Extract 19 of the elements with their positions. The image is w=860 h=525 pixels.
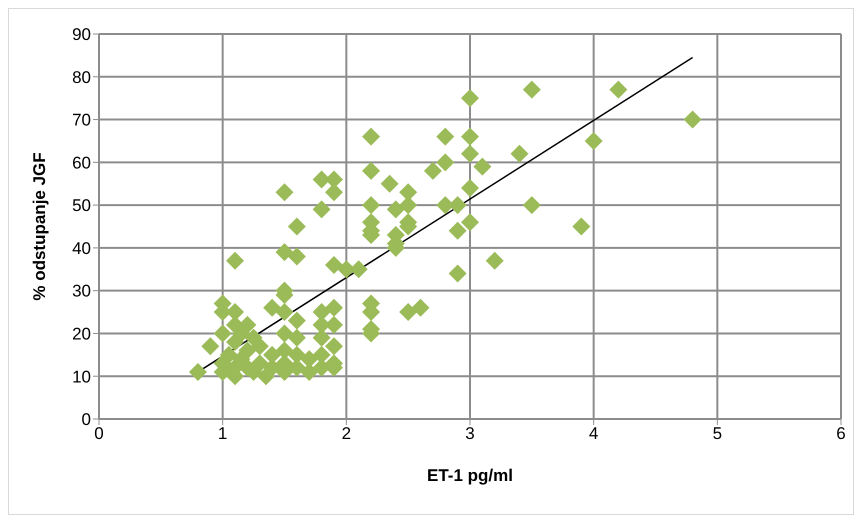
y-tick-label: 10 — [72, 367, 91, 386]
x-tick-label: 2 — [342, 424, 352, 444]
x-tick-label: 6 — [836, 424, 846, 444]
x-tick-label: 3 — [465, 424, 475, 444]
y-tick-label: 60 — [72, 153, 91, 172]
x-tick-label: 0 — [94, 424, 104, 444]
y-tick-label: 80 — [72, 68, 91, 87]
x-tick-label: 4 — [588, 424, 598, 444]
x-tick-label: 1 — [218, 424, 228, 444]
y-tick-label: 70 — [72, 110, 91, 130]
y-tick-label: 0 — [82, 410, 91, 430]
x-axis-title: ET-1 pg/ml — [427, 466, 513, 485]
y-tick-label: 30 — [72, 282, 91, 301]
y-tick-label: 40 — [72, 238, 91, 258]
y-tick-label: 20 — [72, 324, 91, 344]
y-tick-label: 90 — [72, 25, 91, 44]
y-tick-label: 50 — [72, 196, 91, 216]
x-tick-label: 5 — [712, 424, 722, 444]
y-axis-title: % odstupanje JGF — [30, 152, 50, 301]
